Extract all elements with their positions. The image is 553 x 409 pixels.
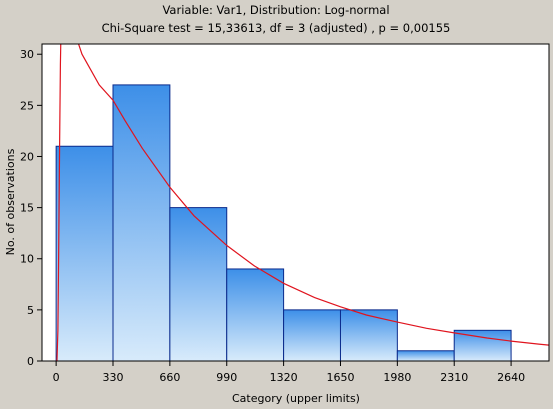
y-tick-label: 30 <box>20 48 34 61</box>
x-axis-label: Category (upper limits) <box>232 392 360 405</box>
histogram-bar-8 <box>453 329 512 362</box>
x-tick-label: 1980 <box>383 371 411 384</box>
x-axis-ticks: 0 330 660 990 1320 1650 1980 2310 2640 <box>53 361 525 384</box>
y-axis-label: No. of observations <box>4 148 17 255</box>
x-tick-label: 1320 <box>270 371 298 384</box>
histogram-bar-1 <box>55 145 114 362</box>
histogram-bar-5 <box>283 309 341 362</box>
histogram-bar-2 <box>112 84 171 362</box>
histogram-bar-3 <box>169 207 228 362</box>
x-tick-label: 660 <box>159 371 180 384</box>
fitted-curve-group <box>55 44 549 361</box>
histogram-bar-6 <box>339 309 398 362</box>
x-tick-label: 330 <box>103 371 124 384</box>
x-tick-label: 990 <box>216 371 237 384</box>
x-tick-label: 1650 <box>326 371 354 384</box>
x-tick-label: 2640 <box>497 371 525 384</box>
bars-group <box>55 84 512 362</box>
y-tick-label: 5 <box>27 304 34 317</box>
chart-title: Variable: Var1, Distribution: Log-normal <box>162 3 389 17</box>
y-axis-ticks: 0 5 10 15 20 25 30 <box>20 48 42 368</box>
histogram-bar-4 <box>226 268 285 362</box>
x-tick-label: 0 <box>53 371 60 384</box>
chart-subtitle: Chi-Square test = 15,33613, df = 3 (adju… <box>102 21 451 35</box>
y-tick-label: 0 <box>27 355 34 368</box>
y-tick-label: 25 <box>20 99 34 112</box>
y-tick-label: 20 <box>20 150 34 163</box>
axes-group <box>41 43 550 362</box>
y-tick-label: 15 <box>20 202 34 215</box>
plot-frame <box>41 43 550 362</box>
histogram-bar-7 <box>396 350 455 362</box>
x-tick-label: 2310 <box>440 371 468 384</box>
y-tick-label: 10 <box>20 253 34 266</box>
fitted-lognormal-curve <box>55 44 549 361</box>
